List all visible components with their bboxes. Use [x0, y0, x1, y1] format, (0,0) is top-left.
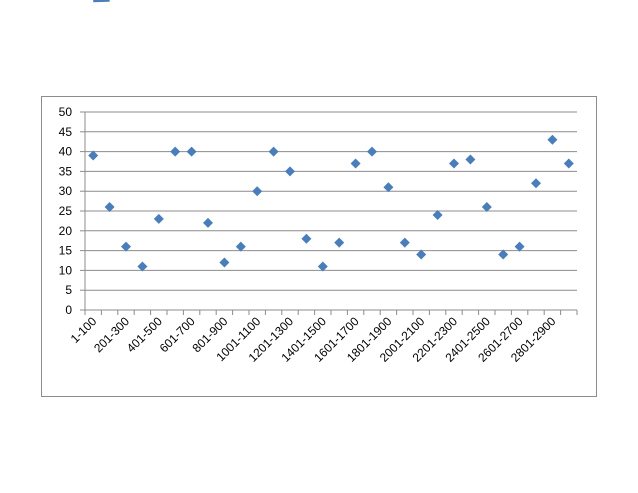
data-point	[301, 233, 312, 244]
data-point	[219, 257, 230, 268]
y-tick-label: 35	[59, 164, 73, 178]
y-tick-label: 30	[59, 184, 73, 198]
data-point	[235, 241, 246, 252]
data-line	[93, 0, 110, 3]
y-tick-label: 40	[59, 145, 73, 159]
data-point	[104, 202, 115, 213]
data-point	[252, 186, 263, 197]
data-point	[121, 241, 131, 252]
y-tick-label: 10	[59, 263, 73, 277]
y-tick-label: 50	[59, 105, 73, 119]
data-point	[547, 134, 558, 145]
data-point	[367, 146, 377, 157]
data-point	[449, 158, 459, 169]
data-point	[88, 150, 99, 161]
data-point	[563, 158, 574, 169]
data-point	[137, 261, 148, 272]
data-point	[481, 202, 492, 213]
data-point	[285, 166, 295, 177]
y-tick-label: 25	[59, 204, 73, 218]
data-point	[416, 249, 427, 260]
data-point	[317, 261, 328, 272]
data-point	[465, 154, 476, 165]
data-point	[153, 213, 164, 224]
data-point	[334, 237, 345, 248]
y-tick-label: 15	[59, 244, 73, 258]
data-point	[268, 146, 279, 157]
chart-frame	[41, 96, 597, 397]
data-point	[203, 217, 213, 228]
y-tick-label: 0	[65, 303, 72, 317]
data-point	[498, 249, 509, 260]
data-point	[186, 146, 197, 157]
data-point	[432, 209, 443, 220]
y-tick-label: 45	[59, 125, 73, 139]
data-point	[514, 241, 525, 252]
y-tick-label: 5	[65, 283, 72, 297]
y-tick-label: 20	[59, 224, 73, 238]
data-point	[350, 158, 361, 169]
data-point	[383, 182, 394, 193]
data-point	[170, 146, 181, 157]
data-point	[531, 178, 541, 189]
data-point	[399, 237, 410, 248]
